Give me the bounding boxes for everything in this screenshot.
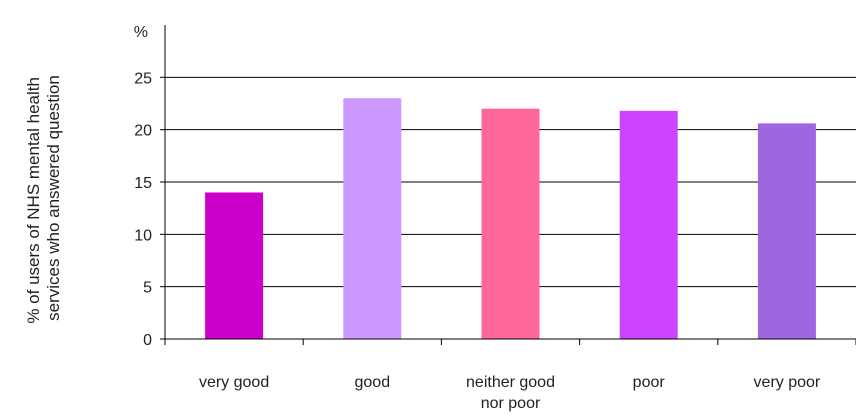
y-ticks: 0 5 10 15 20 25 bbox=[134, 70, 165, 349]
bar bbox=[757, 123, 816, 340]
x-tick-label: neither good nor poor bbox=[466, 374, 555, 412]
y-tick-label: 15 bbox=[134, 175, 152, 192]
y-tick-label: 20 bbox=[134, 123, 152, 140]
bar bbox=[205, 192, 264, 339]
y-axis-title-line-2: services who answered question bbox=[44, 75, 63, 321]
y-tick-label: 0 bbox=[143, 332, 152, 349]
y-tick-label: 5 bbox=[143, 280, 152, 297]
x-tick-label-line: good bbox=[355, 374, 391, 391]
x-tick-label-line: very good bbox=[199, 374, 269, 391]
x-tick-label-line: poor bbox=[633, 374, 666, 391]
x-ticks: very good good neither good nor poor poor ver… bbox=[164, 339, 856, 412]
x-tick-label: very poor bbox=[754, 374, 821, 391]
x-tick-label: poor bbox=[633, 374, 666, 391]
bars bbox=[205, 98, 816, 340]
y-tick-label: 10 bbox=[134, 227, 152, 244]
x-tick-label-line: nor poor bbox=[481, 395, 541, 412]
bar bbox=[343, 98, 402, 340]
y-tick-label: 25 bbox=[134, 70, 152, 87]
bar bbox=[619, 110, 678, 340]
y-axis-title-line-1: % of users of NHS mental health bbox=[24, 77, 43, 324]
x-tick-label: good bbox=[355, 374, 391, 391]
x-tick-label-line: neither good bbox=[466, 374, 555, 391]
y-axis-title: % of users of NHS mental health services… bbox=[24, 72, 63, 323]
x-tick-label-line: very poor bbox=[754, 374, 821, 391]
bar bbox=[481, 108, 540, 339]
y-unit-label: % bbox=[134, 24, 148, 41]
x-tick-label: very good bbox=[199, 374, 269, 391]
